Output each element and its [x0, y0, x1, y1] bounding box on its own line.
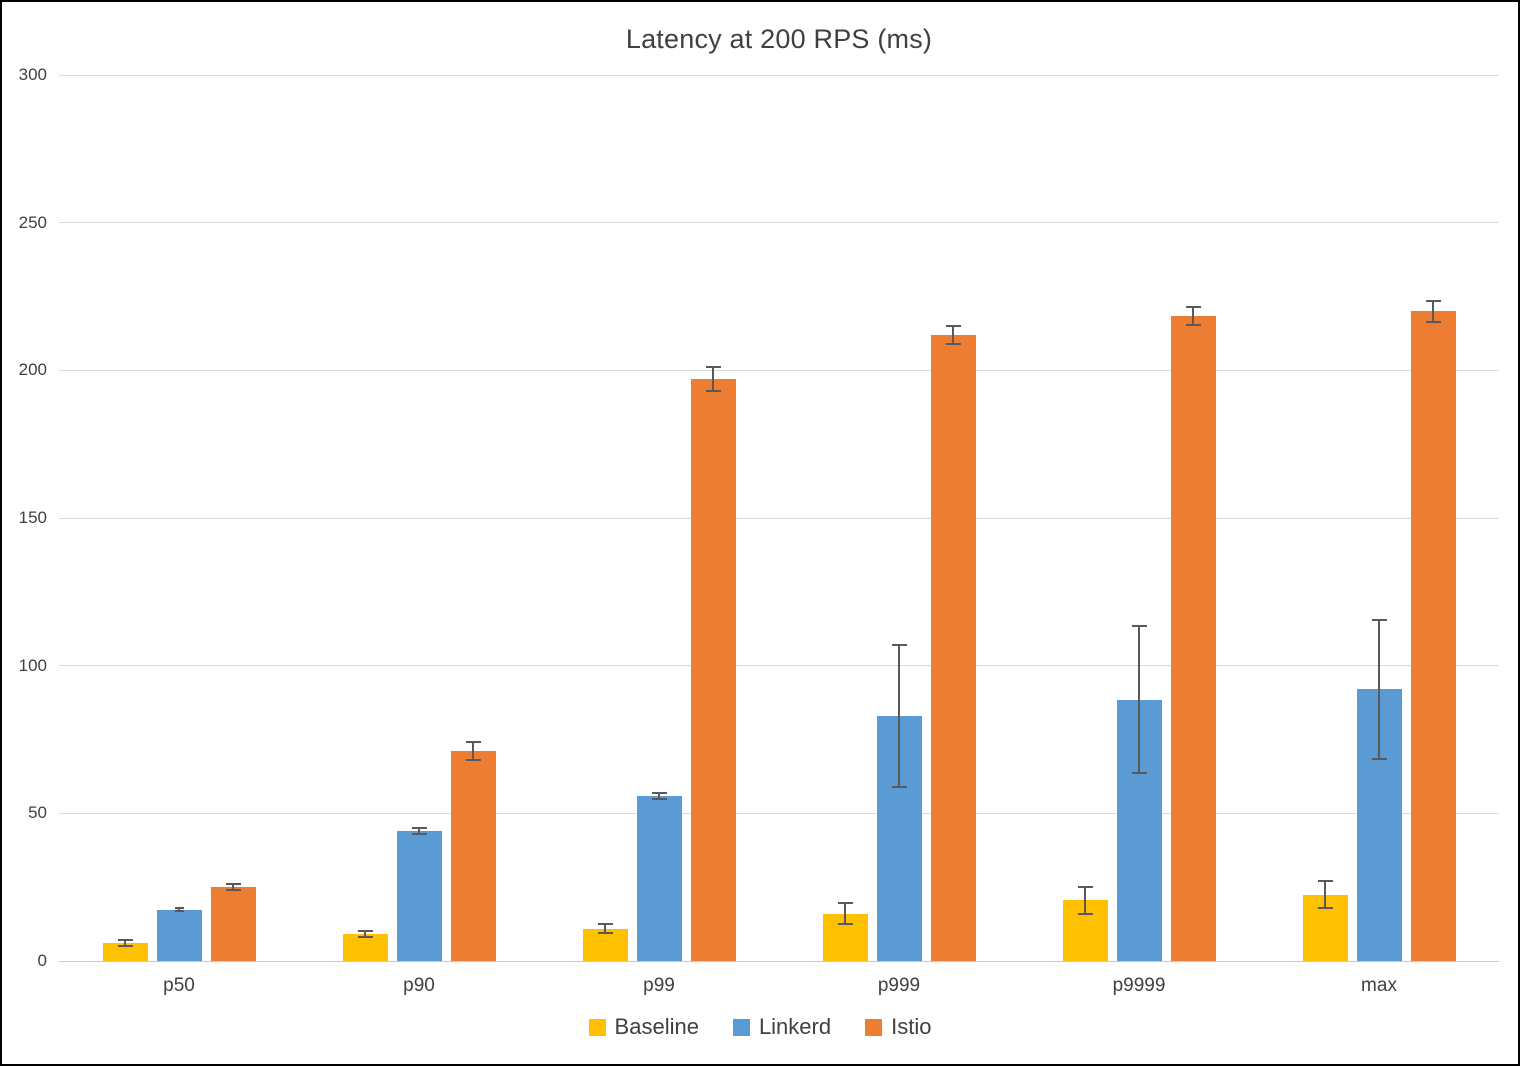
bar-baseline-p90 [342, 934, 388, 961]
y-tick-label-200: 200 [18, 360, 47, 380]
error-bar-linkerd-p50 [174, 907, 184, 913]
bar-istio-p999 [930, 334, 976, 961]
error-bar-baseline-p90 [357, 930, 373, 939]
y-tick-label-0: 0 [37, 951, 47, 970]
gridline-y150 [59, 517, 1499, 519]
error-bar-baseline-p9999 [1077, 886, 1093, 915]
legend-swatch-linkerd [732, 1018, 750, 1036]
category-label-p50: p50 [163, 975, 195, 996]
error-bar-baseline-max [1317, 880, 1333, 909]
bar-baseline-p50 [102, 943, 148, 961]
gridline-y50 [59, 812, 1499, 814]
legend-swatch-istio [865, 1018, 883, 1036]
y-tick-label-300: 300 [18, 65, 47, 84]
error-bar-istio-p999 [945, 325, 961, 345]
gridline-y0 [59, 960, 1499, 962]
legend-swatch-baseline [588, 1018, 606, 1036]
category-label-p90: p90 [403, 975, 435, 996]
legend-label-istio: Istio [891, 1014, 932, 1039]
legend-label-linkerd: Linkerd [758, 1014, 832, 1039]
error-bar-baseline-p99 [597, 923, 613, 934]
category-label-p999: p999 [877, 975, 921, 996]
legend: Baseline Linkerd Istio [2, 1014, 1518, 1040]
bar-istio-max [1410, 311, 1456, 961]
error-bar-linkerd-p9999 [1131, 624, 1147, 775]
y-tick-label-50: 50 [28, 803, 47, 823]
bar-istio-p90 [450, 751, 496, 961]
bar-istio-p9999 [1170, 315, 1216, 961]
legend-item-istio: Istio [865, 1014, 931, 1040]
legend-item-linkerd: Linkerd [732, 1014, 832, 1040]
error-bar-linkerd-p999 [891, 643, 907, 788]
error-bar-baseline-p999 [837, 902, 853, 926]
error-bar-linkerd-max [1371, 618, 1387, 760]
bar-linkerd-p99 [636, 795, 682, 961]
error-bar-baseline-p50 [117, 939, 133, 948]
error-bar-istio-p99 [705, 366, 721, 392]
error-bar-istio-p50 [225, 883, 241, 892]
legend-item-baseline: Baseline [588, 1014, 699, 1040]
bar-istio-p99 [690, 379, 736, 961]
error-bar-istio-p9999 [1185, 305, 1201, 326]
y-tick-label-250: 250 [18, 212, 47, 232]
gridline-y100 [59, 665, 1499, 667]
gridline-y250 [59, 222, 1499, 224]
error-bar-linkerd-p99 [651, 791, 667, 800]
gridline-y300 [59, 74, 1499, 76]
error-bar-istio-p90 [465, 741, 481, 762]
category-label-max: max [1361, 975, 1397, 996]
chart-title: Latency at 200 RPS (ms) [625, 24, 933, 54]
error-bar-linkerd-p90 [411, 827, 427, 835]
bar-istio-p50 [210, 887, 256, 961]
gridline-y200 [59, 369, 1499, 371]
category-label-p99: p99 [643, 975, 675, 996]
legend-label-baseline: Baseline [614, 1014, 699, 1039]
category-label-p9999: p9999 [1112, 975, 1166, 996]
error-bar-istio-max [1425, 299, 1441, 323]
bar-linkerd-p90 [396, 831, 442, 961]
plot-area [59, 74, 1499, 962]
bar-linkerd-p50 [156, 909, 202, 961]
y-tick-label-150: 150 [18, 508, 47, 527]
y-tick-label-100: 100 [18, 655, 47, 675]
